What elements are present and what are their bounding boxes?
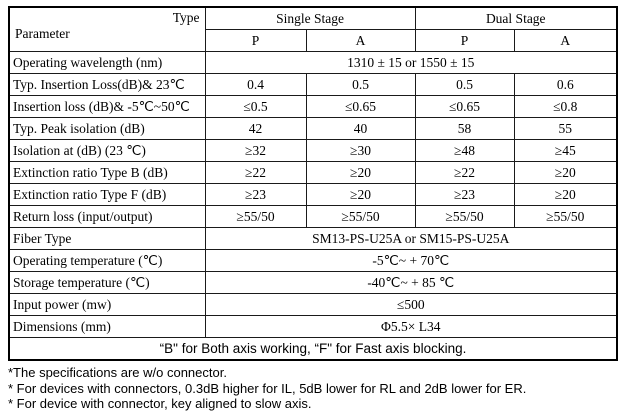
spec-table: Type Parameter Single Stage Dual Stage P… [8, 6, 618, 361]
parameter-cell: Isolation at (dB) (23 ℃) [8, 139, 206, 162]
footnotes-block: *The specifications are w/o connector. * … [8, 365, 617, 412]
value-cell: ≥30 [305, 139, 416, 162]
table-row: Fiber Type SM13-PS-U25A or SM15-PS-U25A [8, 227, 618, 250]
value-cell: ≥22 [204, 161, 307, 184]
parameter-cell: Typ. Insertion Loss(dB)& 23℃ [8, 73, 206, 96]
subcol-header-dual-p: P [414, 29, 515, 52]
value-cell-span: SM13-PS-U25A or SM15-PS-U25A [204, 227, 618, 250]
value-cell-span: -5℃~ + 70℃ [204, 249, 618, 272]
value-cell: ≥55/50 [414, 205, 515, 228]
value-cell: ≥23 [414, 183, 515, 206]
parameter-cell: Operating wavelength (nm) [8, 51, 206, 74]
parameter-cell: Operating temperature (℃) [8, 249, 206, 272]
parameter-cell: Input power (mw) [8, 293, 206, 316]
table-row: Isolation at (dB) (23 ℃) ≥32 ≥30 ≥48 ≥45 [8, 139, 618, 162]
value-cell: ≥55/50 [513, 205, 618, 228]
table-row: Storage temperature (℃) -40℃~ + 85 ℃ [8, 271, 618, 294]
table-row: Typ. Peak isolation (dB) 42 40 58 55 [8, 117, 618, 140]
value-cell: 58 [414, 117, 515, 140]
parameter-cell: Insertion loss (dB)& -5℃~50℃ [8, 95, 206, 118]
value-cell: ≥55/50 [204, 205, 307, 228]
value-cell-span: Φ5.5× L34 [204, 315, 618, 338]
parameter-cell: Typ. Peak isolation (dB) [8, 117, 206, 140]
table-row: Typ. Insertion Loss(dB)& 23℃ 0.4 0.5 0.5 0.6 [8, 73, 618, 96]
parameter-cell: Dimensions (mm) [8, 315, 206, 338]
table-row: Insertion loss (dB)& -5℃~50℃ ≤0.5 ≤0.65 ≤0.… [8, 95, 618, 118]
footnote-line: * For devices with connectors, 0.3dB hig… [8, 380, 527, 396]
subcol-header-single-p: P [204, 29, 307, 52]
value-cell: ≥23 [204, 183, 307, 206]
table-row: Operating wavelength (nm) 1310 ± 15 or 15… [8, 51, 618, 74]
value-cell: ≥20 [305, 161, 416, 184]
parameter-cell: Return loss (input/output) [8, 205, 206, 228]
axis-note-text: “B" for Both axis working, “F" for Fast … [8, 337, 618, 361]
subcol-header-single-a: A [305, 29, 416, 52]
value-cell: 55 [513, 117, 618, 140]
value-cell: ≥32 [204, 139, 307, 162]
table-row: Extinction ratio Type F (dB) ≥23 ≥20 ≥23 ≥20 [8, 183, 618, 206]
value-cell: ≤0.65 [305, 95, 416, 118]
value-cell: ≤0.8 [513, 95, 618, 118]
parameter-cell: Storage temperature (℃) [8, 271, 206, 294]
value-cell: ≥55/50 [305, 205, 416, 228]
parameter-cell: Extinction ratio Type F (dB) [8, 183, 206, 206]
value-cell-span: -40℃~ + 85 ℃ [204, 271, 618, 294]
value-cell: ≤0.5 [204, 95, 307, 118]
value-cell-span: 1310 ± 15 or 1550 ± 15 [204, 51, 618, 74]
group-header-row: Type Parameter Single Stage Dual Stage [8, 6, 618, 52]
value-cell: ≥20 [513, 161, 618, 184]
value-cell: 42 [204, 117, 307, 140]
table-row: Extinction ratio Type B (dB) ≥22 ≥20 ≥22 ≥20 [8, 161, 618, 184]
value-cell: ≥22 [414, 161, 515, 184]
subcol-header-dual-a: A [513, 29, 618, 52]
value-cell: 0.5 [414, 73, 515, 96]
axis-note-row: “B" for Both axis working, “F" for Fast … [8, 337, 618, 361]
footnote-line: * For device with connector, key aligned… [8, 396, 312, 411]
value-cell: 40 [305, 117, 416, 140]
value-cell: ≤0.65 [414, 95, 515, 118]
table-row: Dimensions (mm) Φ5.5× L34 [8, 315, 618, 338]
value-cell: ≥48 [414, 139, 515, 162]
value-cell-span: ≤500 [204, 293, 618, 316]
spec-table-body: Operating wavelength (nm) 1310 ± 15 or 15… [8, 51, 618, 338]
table-row: Return loss (input/output) ≥55/50 ≥55/50 ≥5… [8, 205, 618, 228]
parameter-header-label: Parameter [15, 26, 70, 41]
header-corner-cell: Type Parameter [8, 6, 206, 52]
value-cell: ≥20 [513, 183, 618, 206]
value-cell: ≥45 [513, 139, 618, 162]
group-header-dual-stage: Dual Stage [414, 6, 618, 30]
value-cell: 0.5 [305, 73, 416, 96]
value-cell: 0.4 [204, 73, 307, 96]
table-row: Input power (mw) ≤500 [8, 293, 618, 316]
parameter-cell: Fiber Type [8, 227, 206, 250]
group-header-single-stage: Single Stage [204, 6, 416, 30]
parameter-cell: Extinction ratio Type B (dB) [8, 161, 206, 184]
table-row: Operating temperature (℃) -5℃~ + 70℃ [8, 249, 618, 272]
value-cell: 0.6 [513, 73, 618, 96]
value-cell: ≥20 [305, 183, 416, 206]
footnote-line: *The specifications are w/o connector. [8, 365, 227, 380]
type-header-label: Type [172, 10, 200, 25]
